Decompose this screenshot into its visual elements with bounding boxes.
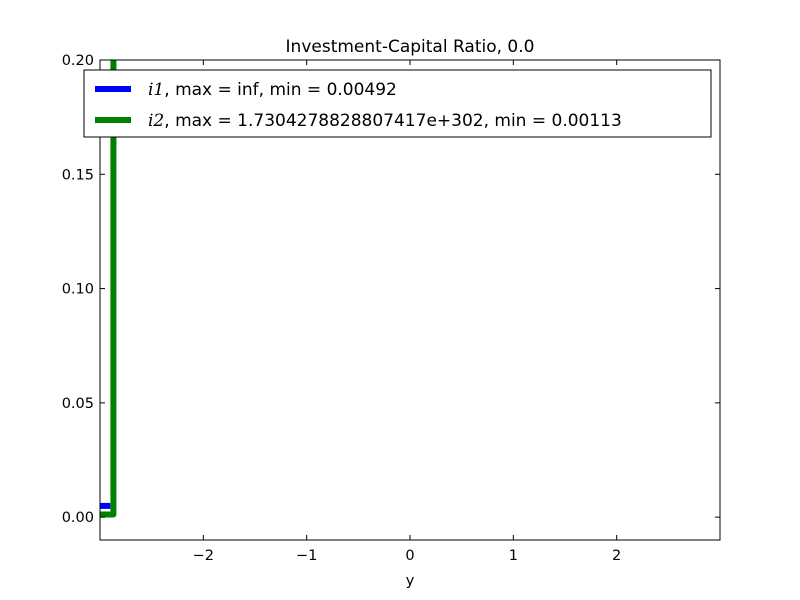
- y-tick-label: 0.10: [62, 282, 94, 298]
- chart-title: Investment-Capital Ratio, 0.0: [286, 37, 535, 57]
- x-axis-label: y: [406, 573, 415, 589]
- x-axis-ticks: −2 −1 0 1 2: [193, 60, 621, 564]
- x-tick-label: 0: [405, 548, 414, 564]
- legend-entry-i1: i1, max = inf, min = 0.00492: [148, 80, 397, 100]
- legend-series-name-i1: i1: [148, 80, 164, 100]
- x-tick-label: 1: [509, 548, 518, 564]
- y-axis-ticks: 0.00 0.05 0.10 0.15 0.20: [62, 53, 720, 526]
- legend-label-i1: , max = inf, min = 0.00492: [164, 80, 397, 100]
- legend: i1, max = inf, min = 0.00492 i2, max = 1…: [83, 69, 712, 138]
- series-layer: [100, 60, 117, 518]
- y-tick-label: 0.20: [62, 53, 94, 69]
- legend-box: [83, 69, 712, 138]
- x-tick-label: −2: [193, 548, 214, 564]
- legend-entry-i2: i2, max = 1.7304278828807417e+302, min =…: [148, 111, 622, 131]
- series-line-i2: [100, 60, 117, 518]
- plot-frame: [99, 59, 721, 541]
- y-tick-label: 0.15: [62, 167, 94, 183]
- plot-area: [100, 60, 720, 540]
- legend-label-i2: , max = 1.7304278828807417e+302, min = 0…: [164, 111, 622, 131]
- x-tick-label: −1: [296, 548, 317, 564]
- legend-series-name-i2: i2: [148, 111, 164, 131]
- x-tick-label: 2: [612, 548, 621, 564]
- y-tick-label: 0.00: [62, 510, 94, 526]
- y-tick-label: 0.05: [62, 396, 94, 412]
